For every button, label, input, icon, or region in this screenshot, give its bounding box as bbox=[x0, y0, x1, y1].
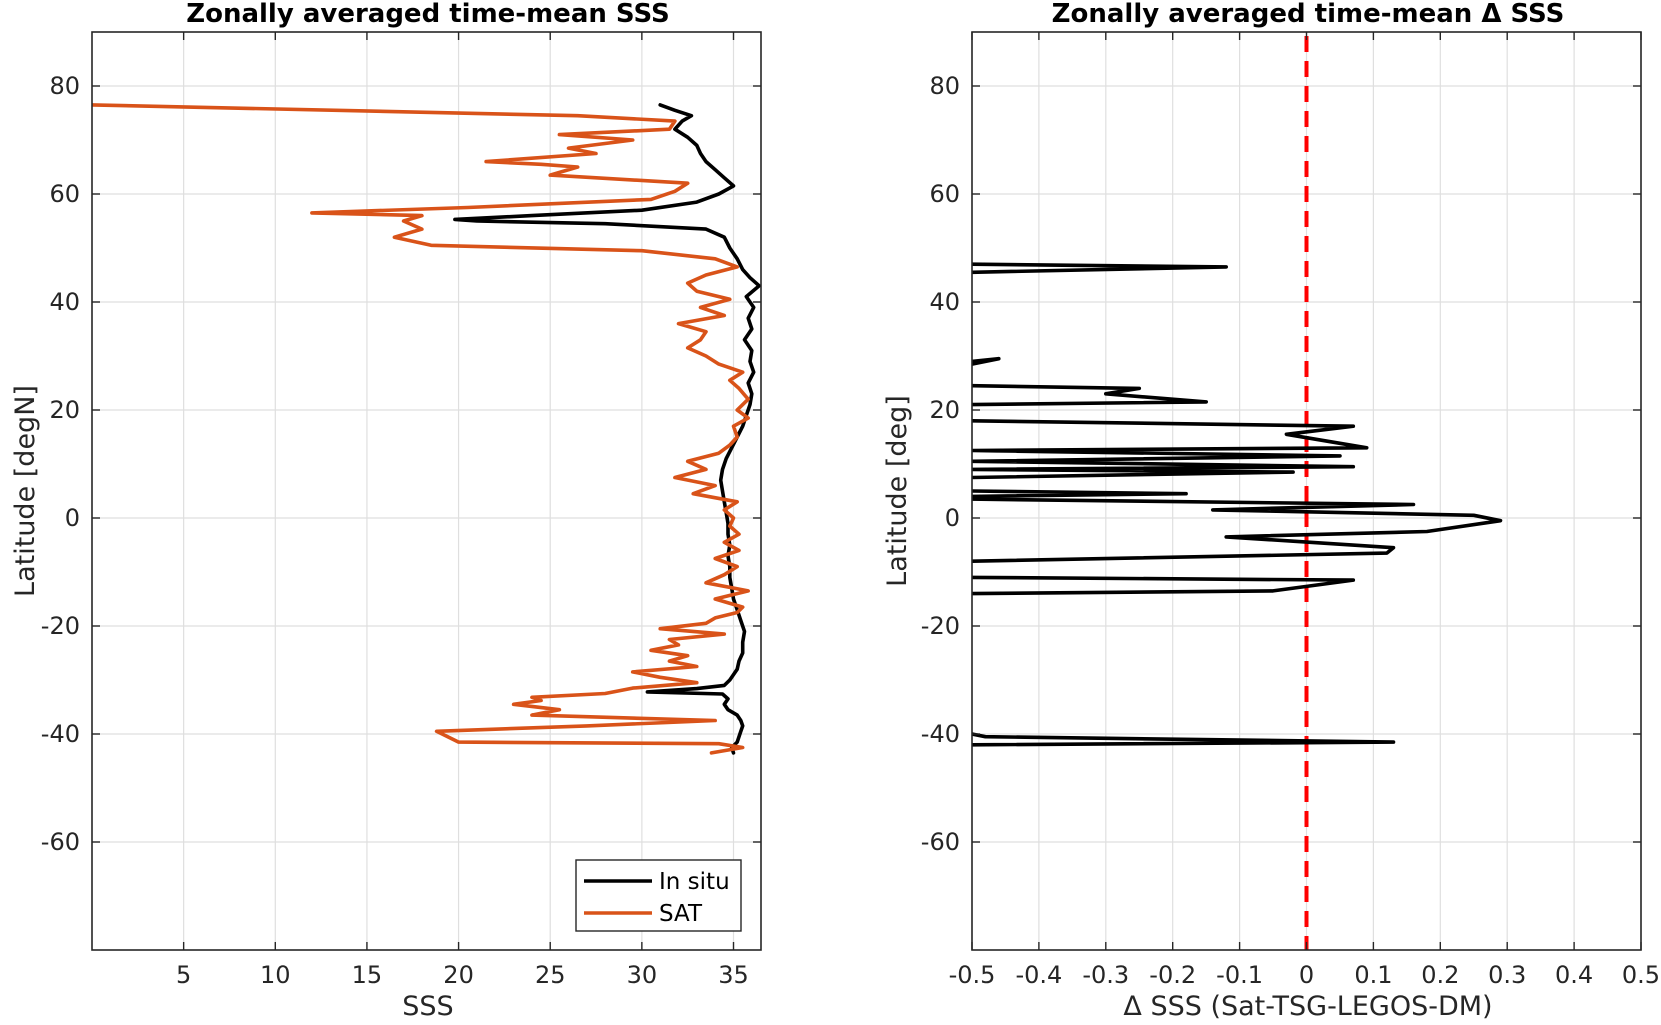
y-tick-label: -60 bbox=[921, 828, 960, 856]
x-tick-label: 0.4 bbox=[1555, 961, 1593, 989]
x-tick-label: 5 bbox=[176, 961, 191, 989]
delta-series-line bbox=[972, 383, 1208, 407]
x-tick-label: 30 bbox=[627, 961, 658, 989]
delta-series-line bbox=[972, 489, 1503, 564]
legend: In situ SAT bbox=[575, 859, 742, 932]
delta-series-line bbox=[972, 356, 1001, 366]
y-tick-label: 20 bbox=[929, 396, 960, 424]
x-tick-label: -0.4 bbox=[1015, 961, 1062, 989]
y-tick-label: 40 bbox=[49, 288, 80, 316]
x-tick-label: 0.1 bbox=[1354, 961, 1392, 989]
y-tick-label: -60 bbox=[41, 828, 80, 856]
data-layer bbox=[92, 103, 761, 755]
legend-box bbox=[575, 859, 742, 932]
y-tick-label: -20 bbox=[41, 612, 80, 640]
y-tick-label: -40 bbox=[921, 720, 960, 748]
axes-box bbox=[91, 31, 762, 951]
chart-title: Zonally averaged time-mean SSS bbox=[186, 0, 670, 29]
y-tick-label: 60 bbox=[929, 180, 960, 208]
legend-label: SAT bbox=[659, 901, 703, 927]
y-axis-label: Latitude [degN] bbox=[10, 385, 41, 597]
x-tick-label: 20 bbox=[443, 961, 474, 989]
x-tick-label: -0.5 bbox=[949, 961, 996, 989]
delta-series-line bbox=[972, 575, 1356, 596]
delta-series-line bbox=[972, 418, 1369, 480]
y-tick-label: 40 bbox=[929, 288, 960, 316]
x-tick-label: 0.5 bbox=[1622, 961, 1660, 989]
y-tick-label: -40 bbox=[41, 720, 80, 748]
x-tick-label: -0.2 bbox=[1149, 961, 1196, 989]
y-tick-label: -20 bbox=[921, 612, 960, 640]
x-tick-label: 25 bbox=[535, 961, 566, 989]
y-tick-label: 20 bbox=[49, 396, 80, 424]
x-tick-label: -0.1 bbox=[1216, 961, 1263, 989]
x-tick-label: 0 bbox=[1299, 961, 1314, 989]
delta-series-line bbox=[972, 732, 1396, 747]
y-tick-label: 80 bbox=[929, 72, 960, 100]
x-tick-label: 35 bbox=[718, 961, 749, 989]
x-tick-label: 0.3 bbox=[1488, 961, 1526, 989]
x-axis-label: Δ SSS (Sat-TSG-LEGOS-DM) bbox=[1123, 991, 1492, 1022]
x-tick-label: 15 bbox=[352, 961, 383, 989]
delta-series-line bbox=[972, 262, 1228, 275]
chart-title: Zonally averaged time-mean Δ SSS bbox=[1052, 0, 1565, 29]
plot-area bbox=[92, 32, 761, 950]
right-chart: -0.5 -0.4 -0.3 -0.2 -0.1 0 0.1 0.2 0.3 0.4 0.5 -60 -… bbox=[882, 0, 1660, 1022]
y-tick-label: 0 bbox=[945, 504, 960, 532]
x-tick-label: -0.3 bbox=[1082, 961, 1129, 989]
x-axis-label: SSS bbox=[402, 991, 453, 1022]
sat-series-line bbox=[92, 103, 751, 755]
y-tick-label: 0 bbox=[65, 504, 80, 532]
x-tick-label: 0.2 bbox=[1421, 961, 1459, 989]
y-tick-label: 80 bbox=[49, 72, 80, 100]
left-chart: 5 10 15 20 25 30 35 -60 -40 -20 0 20 40 60 80 Zonally a… bbox=[10, 0, 762, 1022]
legend-label: In situ bbox=[659, 869, 730, 895]
y-axis-label: Latitude [deg] bbox=[882, 395, 913, 587]
data-layer bbox=[972, 262, 1503, 747]
x-tick-label: 10 bbox=[260, 961, 291, 989]
y-tick-label: 60 bbox=[49, 180, 80, 208]
